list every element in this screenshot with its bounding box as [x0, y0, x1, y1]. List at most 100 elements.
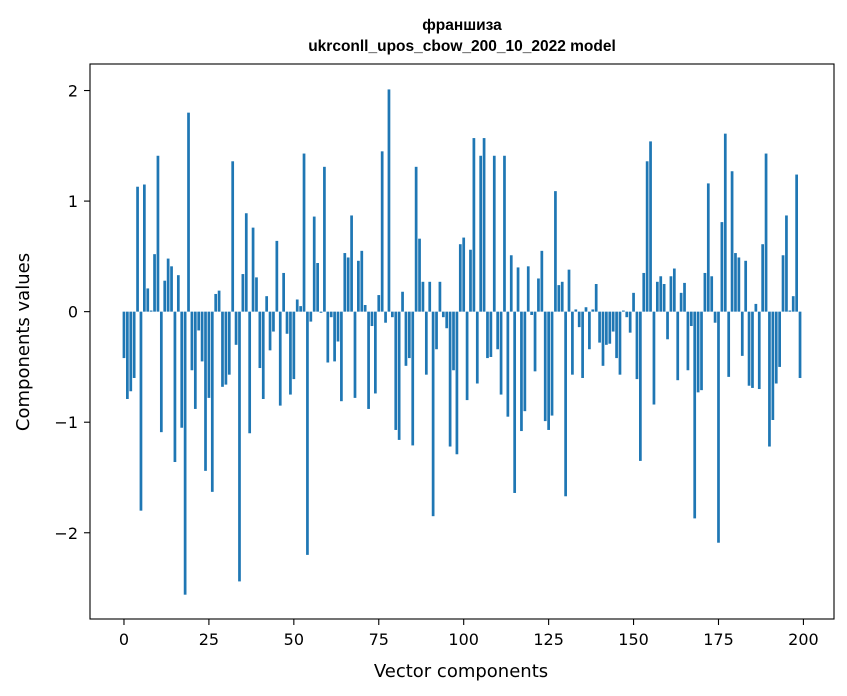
bar-98	[455, 311, 459, 455]
bar-125	[547, 311, 550, 430]
bar-191	[771, 311, 775, 420]
bar-61	[329, 311, 333, 318]
bar-195	[785, 215, 788, 312]
bar-87	[418, 238, 421, 312]
y-tick-label-0: 0	[68, 303, 78, 322]
bar-136	[584, 307, 588, 312]
bar-23	[200, 311, 204, 362]
bar-22	[197, 311, 201, 331]
bar-150	[632, 292, 635, 312]
bar-124	[543, 311, 547, 422]
bar-82	[401, 291, 404, 312]
bar-117	[520, 311, 523, 432]
bar-28	[217, 290, 221, 312]
bar-62	[333, 311, 336, 362]
x-tick-label-175: 175	[703, 630, 734, 649]
bar-131	[567, 269, 571, 312]
bar-151	[635, 311, 639, 380]
bar-57	[316, 263, 319, 312]
bar-123	[540, 250, 544, 312]
bar-96	[448, 311, 452, 447]
bar-161	[669, 276, 673, 312]
bar-44	[272, 311, 275, 332]
bar-182	[740, 311, 744, 356]
bar-196	[788, 310, 792, 312]
bar-132	[571, 311, 574, 375]
bar-188	[761, 244, 765, 312]
bar-79	[391, 311, 394, 318]
bar-175	[717, 311, 720, 543]
bar-54	[306, 311, 309, 555]
bar-1	[126, 311, 129, 399]
bar-45	[275, 240, 279, 312]
bar-158	[659, 276, 663, 312]
bar-199	[798, 311, 802, 378]
x-tick-label-25: 25	[199, 630, 219, 649]
bar-68	[353, 311, 357, 398]
bar-55	[309, 311, 313, 322]
bar-7	[146, 288, 150, 312]
bar-90	[428, 281, 432, 312]
bar-115	[513, 311, 517, 493]
bar-186	[754, 303, 758, 312]
bar-171	[703, 272, 707, 312]
bar-168	[693, 311, 697, 519]
bar-38	[251, 227, 255, 312]
bar-75	[377, 295, 381, 312]
y-tick-label--2: −2	[54, 524, 78, 543]
y-tick-label-1: 1	[68, 192, 78, 211]
bar-81	[397, 311, 401, 440]
bar-74	[374, 311, 377, 394]
bar-194	[781, 255, 785, 312]
bar-73	[370, 311, 374, 327]
bar-118	[523, 311, 527, 412]
x-tick-label-100: 100	[448, 630, 479, 649]
bar-134	[577, 311, 581, 328]
bar-2	[129, 311, 133, 392]
bar-109	[492, 155, 496, 312]
bar-193	[778, 311, 781, 367]
bar-143	[608, 311, 612, 344]
bar-19	[187, 112, 190, 312]
bar-64	[340, 311, 343, 402]
bar-198	[795, 174, 798, 312]
bar-21	[193, 311, 197, 409]
bar-139	[594, 284, 598, 312]
bar-17	[180, 311, 184, 428]
bar-100	[462, 237, 466, 312]
bar-111	[499, 311, 503, 395]
bar-189	[764, 153, 768, 312]
bar-192	[774, 311, 778, 384]
bar-152	[639, 311, 642, 461]
bar-41	[261, 311, 265, 399]
bar-172	[706, 183, 710, 312]
plot-frame	[89, 63, 835, 620]
bar-95	[445, 311, 449, 329]
bar-155	[649, 141, 652, 312]
bar-94	[441, 311, 445, 318]
bar-11	[159, 311, 163, 433]
bar-128	[557, 285, 561, 312]
x-axis-label: Vector components	[374, 661, 548, 682]
bar-27	[214, 293, 218, 312]
bar-145	[615, 311, 618, 359]
bar-16	[176, 275, 180, 312]
bar-116	[516, 267, 520, 312]
bar-148	[625, 311, 629, 318]
bar-12	[163, 280, 167, 312]
bar-174	[713, 311, 717, 323]
bar-176	[720, 222, 724, 312]
bar-85	[411, 311, 415, 446]
y-axis-label: Components values	[13, 253, 34, 431]
bar-107	[486, 311, 489, 359]
y-tick-label-2: 2	[68, 82, 78, 101]
bar-101	[465, 311, 469, 401]
bar-86	[414, 166, 418, 312]
bar-50	[292, 311, 296, 380]
bar-67	[350, 215, 353, 312]
bar-170	[700, 311, 703, 391]
bar-147	[622, 310, 625, 312]
bar-106	[482, 138, 486, 312]
bar-43	[268, 311, 272, 351]
bar-0	[122, 311, 126, 359]
